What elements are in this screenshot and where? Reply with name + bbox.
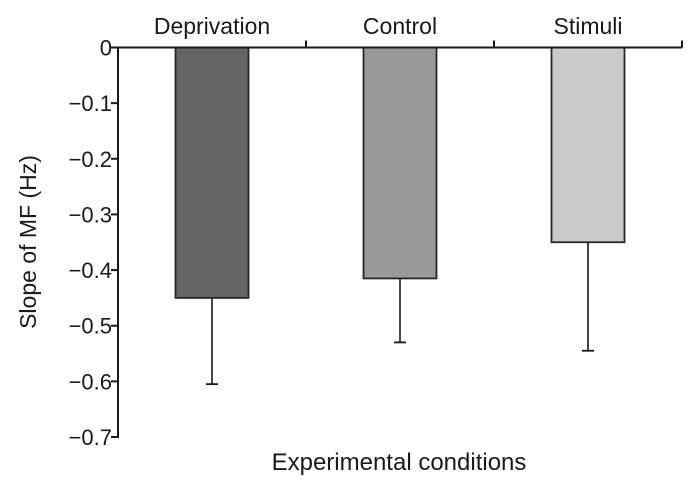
y-axis-tick-labels: 0 −0.1 −0.2 −0.3 −0.4 −0.5 −0.6 −0.7 <box>69 36 112 451</box>
y-tick-label-m02: −0.2 <box>69 147 112 172</box>
y-tick-label-m06: −0.6 <box>69 369 112 394</box>
x-axis-title: Experimental conditions <box>272 449 527 476</box>
y-axis-title: Slope of MF (Hz) <box>15 155 41 329</box>
plot-geometry <box>111 40 683 438</box>
y-tick-label-m05: −0.5 <box>69 314 112 339</box>
y-tick-label-m01: −0.1 <box>69 91 112 116</box>
y-tick-label-m04: −0.4 <box>69 258 112 283</box>
category-label-stimuli: Stimuli <box>553 13 622 39</box>
category-label-control: Control <box>363 13 437 39</box>
y-tick-label-0: 0 <box>100 36 112 61</box>
y-tick-label-m03: −0.3 <box>69 202 112 227</box>
bar-stimuli <box>550 46 626 244</box>
category-label-deprivation: Deprivation <box>154 13 270 39</box>
bar-control <box>362 46 438 280</box>
y-tick-label-m07: −0.7 <box>69 425 112 450</box>
bar-deprivation <box>174 46 250 299</box>
